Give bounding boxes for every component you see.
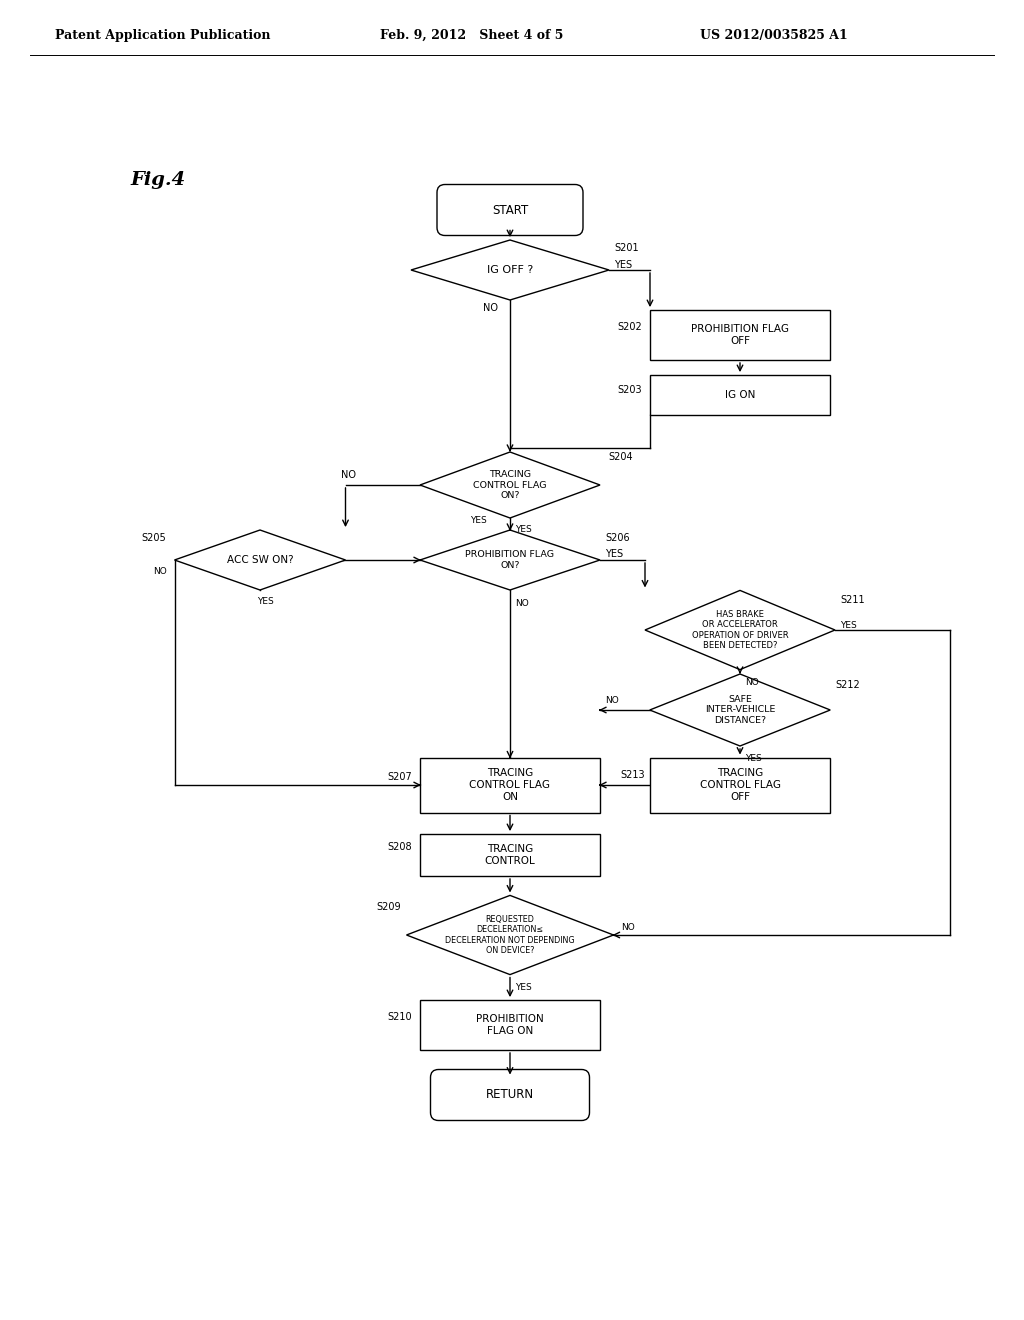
Text: IG ON: IG ON bbox=[725, 389, 755, 400]
Text: S202: S202 bbox=[617, 322, 642, 333]
Text: ACC SW ON?: ACC SW ON? bbox=[226, 554, 293, 565]
Polygon shape bbox=[420, 451, 600, 517]
Text: S210: S210 bbox=[387, 1012, 412, 1022]
Polygon shape bbox=[420, 531, 600, 590]
Polygon shape bbox=[645, 590, 835, 669]
Text: NO: NO bbox=[515, 598, 528, 607]
Text: S208: S208 bbox=[387, 842, 412, 851]
FancyBboxPatch shape bbox=[430, 1069, 590, 1121]
Text: S209: S209 bbox=[377, 902, 401, 912]
Bar bbox=[420, 1001, 600, 1049]
Text: PROHIBITION FLAG
OFF: PROHIBITION FLAG OFF bbox=[691, 325, 790, 346]
Text: Patent Application Publication: Patent Application Publication bbox=[55, 29, 270, 41]
Bar bbox=[420, 834, 600, 876]
Text: S211: S211 bbox=[840, 595, 864, 605]
Text: TRACING
CONTROL FLAG
ON: TRACING CONTROL FLAG ON bbox=[469, 768, 551, 801]
Text: Feb. 9, 2012   Sheet 4 of 5: Feb. 9, 2012 Sheet 4 of 5 bbox=[380, 29, 563, 41]
Text: SAFE
INTER-VEHICLE
DISTANCE?: SAFE INTER-VEHICLE DISTANCE? bbox=[705, 696, 775, 725]
Text: PROHIBITION FLAG
ON?: PROHIBITION FLAG ON? bbox=[466, 550, 555, 570]
Text: RETURN: RETURN bbox=[486, 1089, 535, 1101]
Text: YES: YES bbox=[257, 598, 273, 606]
Bar bbox=[650, 310, 830, 360]
Text: NO: NO bbox=[483, 304, 498, 313]
Text: S207: S207 bbox=[387, 772, 412, 781]
Text: HAS BRAKE
OR ACCELERATOR
OPERATION OF DRIVER
BEEN DETECTED?: HAS BRAKE OR ACCELERATOR OPERATION OF DR… bbox=[691, 610, 788, 651]
Polygon shape bbox=[411, 240, 609, 300]
Text: US 2012/0035825 A1: US 2012/0035825 A1 bbox=[700, 29, 848, 41]
Text: PROHIBITION
FLAG ON: PROHIBITION FLAG ON bbox=[476, 1014, 544, 1036]
FancyBboxPatch shape bbox=[437, 185, 583, 235]
Text: NO: NO bbox=[341, 470, 355, 480]
Text: YES: YES bbox=[515, 525, 531, 535]
Bar bbox=[650, 758, 830, 813]
Text: TRACING
CONTROL FLAG
ON?: TRACING CONTROL FLAG ON? bbox=[473, 470, 547, 500]
Text: NO: NO bbox=[605, 696, 618, 705]
Text: START: START bbox=[492, 203, 528, 216]
Text: YES: YES bbox=[745, 754, 762, 763]
Text: TRACING
CONTROL FLAG
OFF: TRACING CONTROL FLAG OFF bbox=[699, 768, 780, 801]
Text: YES: YES bbox=[840, 620, 857, 630]
Polygon shape bbox=[174, 531, 345, 590]
Text: S206: S206 bbox=[605, 533, 630, 543]
Text: REQUESTED
DECELERATION≤
DECELERATION NOT DEPENDING
ON DEVICE?: REQUESTED DECELERATION≤ DECELERATION NOT… bbox=[445, 915, 574, 956]
Text: YES: YES bbox=[470, 516, 486, 524]
Text: S203: S203 bbox=[617, 385, 642, 395]
Text: YES: YES bbox=[605, 549, 624, 558]
Text: IG OFF ?: IG OFF ? bbox=[486, 265, 534, 275]
Text: YES: YES bbox=[515, 983, 531, 993]
Text: Fig.4: Fig.4 bbox=[130, 172, 185, 189]
Text: S205: S205 bbox=[141, 533, 167, 543]
Text: YES: YES bbox=[614, 260, 632, 271]
Text: NO: NO bbox=[622, 923, 635, 932]
Polygon shape bbox=[650, 675, 830, 746]
Text: S204: S204 bbox=[608, 451, 633, 462]
Bar bbox=[420, 758, 600, 813]
Polygon shape bbox=[407, 895, 613, 974]
Text: S213: S213 bbox=[621, 770, 645, 780]
Text: S201: S201 bbox=[614, 243, 639, 253]
Bar bbox=[650, 375, 830, 414]
Text: NO: NO bbox=[153, 568, 167, 577]
Text: S212: S212 bbox=[836, 680, 860, 690]
Text: NO: NO bbox=[745, 678, 759, 688]
Text: TRACING
CONTROL: TRACING CONTROL bbox=[484, 845, 536, 866]
